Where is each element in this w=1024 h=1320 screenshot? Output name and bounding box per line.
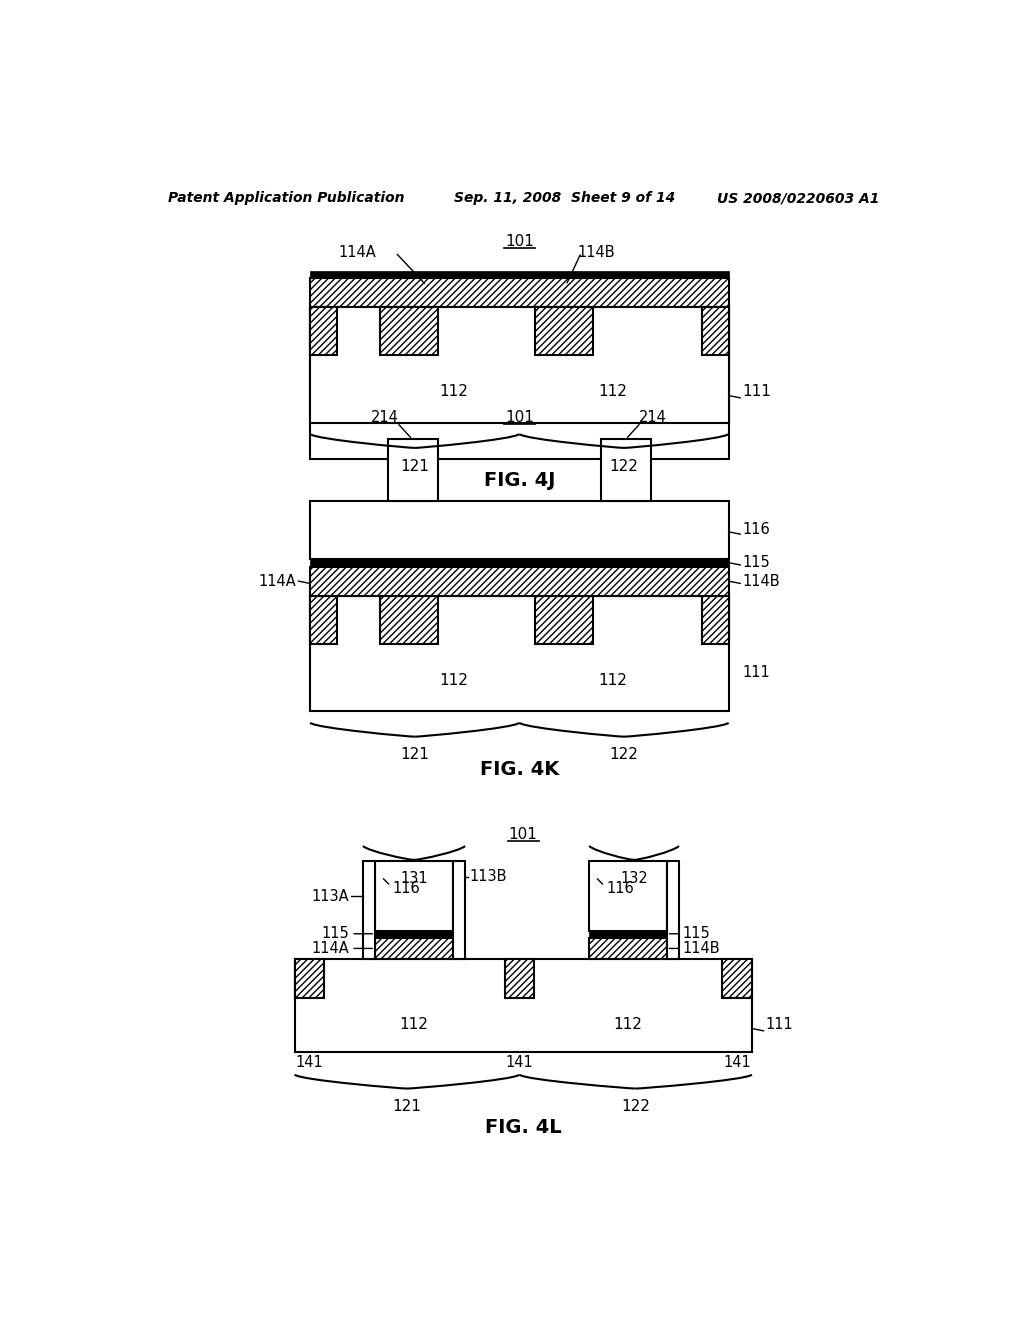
Bar	[589, 931, 667, 937]
Text: 114A: 114A	[311, 941, 349, 956]
Bar	[535, 308, 593, 355]
Bar	[310, 271, 729, 277]
Text: US 2008/0220603 A1: US 2008/0220603 A1	[717, 191, 880, 206]
Text: 116: 116	[392, 880, 420, 896]
Bar	[722, 960, 752, 998]
Bar	[535, 595, 593, 644]
Text: 115: 115	[322, 927, 349, 941]
Bar	[380, 308, 438, 355]
Bar	[667, 862, 679, 960]
Text: 112: 112	[439, 384, 468, 399]
Text: 111: 111	[766, 1018, 794, 1032]
Text: 114B: 114B	[578, 244, 615, 260]
Bar	[362, 862, 375, 960]
Text: 115: 115	[742, 556, 770, 570]
Text: 121: 121	[400, 747, 429, 763]
Bar	[310, 558, 729, 566]
Text: 115: 115	[683, 927, 711, 941]
Bar	[310, 502, 729, 558]
Text: 114B: 114B	[742, 574, 780, 589]
Text: 114A: 114A	[338, 244, 376, 260]
Text: 113B: 113B	[469, 870, 507, 884]
Text: 113A: 113A	[311, 888, 349, 904]
Text: 112: 112	[439, 673, 468, 688]
Bar	[601, 440, 651, 502]
Text: 132: 132	[621, 871, 648, 886]
Bar	[375, 931, 453, 937]
Text: 116: 116	[742, 521, 770, 537]
Text: 121: 121	[400, 459, 429, 474]
Text: 111: 111	[742, 665, 770, 680]
Text: 101: 101	[505, 411, 534, 425]
Text: FIG. 4J: FIG. 4J	[483, 471, 555, 490]
Text: 116: 116	[606, 880, 634, 896]
Bar	[310, 308, 337, 355]
Bar	[589, 937, 667, 960]
Text: 112: 112	[598, 384, 627, 399]
Bar	[701, 308, 729, 355]
Text: 111: 111	[742, 384, 771, 399]
Text: 112: 112	[613, 1018, 642, 1032]
Text: 214: 214	[372, 411, 399, 425]
Text: FIG. 4K: FIG. 4K	[480, 759, 559, 779]
Bar	[701, 595, 729, 644]
Bar	[310, 595, 337, 644]
Text: Patent Application Publication: Patent Application Publication	[168, 191, 404, 206]
Text: 141: 141	[506, 1055, 534, 1071]
Bar	[295, 960, 752, 1052]
Text: 101: 101	[509, 826, 538, 842]
Text: 122: 122	[622, 1100, 650, 1114]
Text: 131: 131	[400, 871, 428, 886]
Text: 141: 141	[296, 1055, 324, 1071]
Text: 121: 121	[392, 1100, 422, 1114]
Text: 214: 214	[639, 411, 667, 425]
Bar	[310, 309, 729, 459]
Text: 112: 112	[399, 1018, 428, 1032]
Bar	[310, 277, 729, 308]
Text: 114A: 114A	[258, 574, 296, 589]
Text: Sep. 11, 2008  Sheet 9 of 14: Sep. 11, 2008 Sheet 9 of 14	[454, 191, 675, 206]
Text: 122: 122	[609, 747, 638, 763]
Bar	[310, 308, 729, 422]
Text: 101: 101	[505, 234, 534, 249]
Bar	[310, 595, 729, 711]
Text: 141: 141	[723, 1055, 751, 1071]
Text: 114B: 114B	[683, 941, 721, 956]
Bar	[375, 862, 453, 931]
Text: 112: 112	[598, 673, 627, 688]
Bar	[388, 440, 438, 502]
Bar	[505, 960, 535, 998]
Bar	[589, 862, 667, 931]
Bar	[310, 566, 729, 595]
Bar	[295, 960, 324, 998]
Bar	[375, 937, 453, 960]
Bar	[453, 862, 465, 960]
Text: 122: 122	[609, 459, 638, 474]
Bar	[380, 595, 438, 644]
Text: FIG. 4L: FIG. 4L	[485, 1118, 561, 1137]
